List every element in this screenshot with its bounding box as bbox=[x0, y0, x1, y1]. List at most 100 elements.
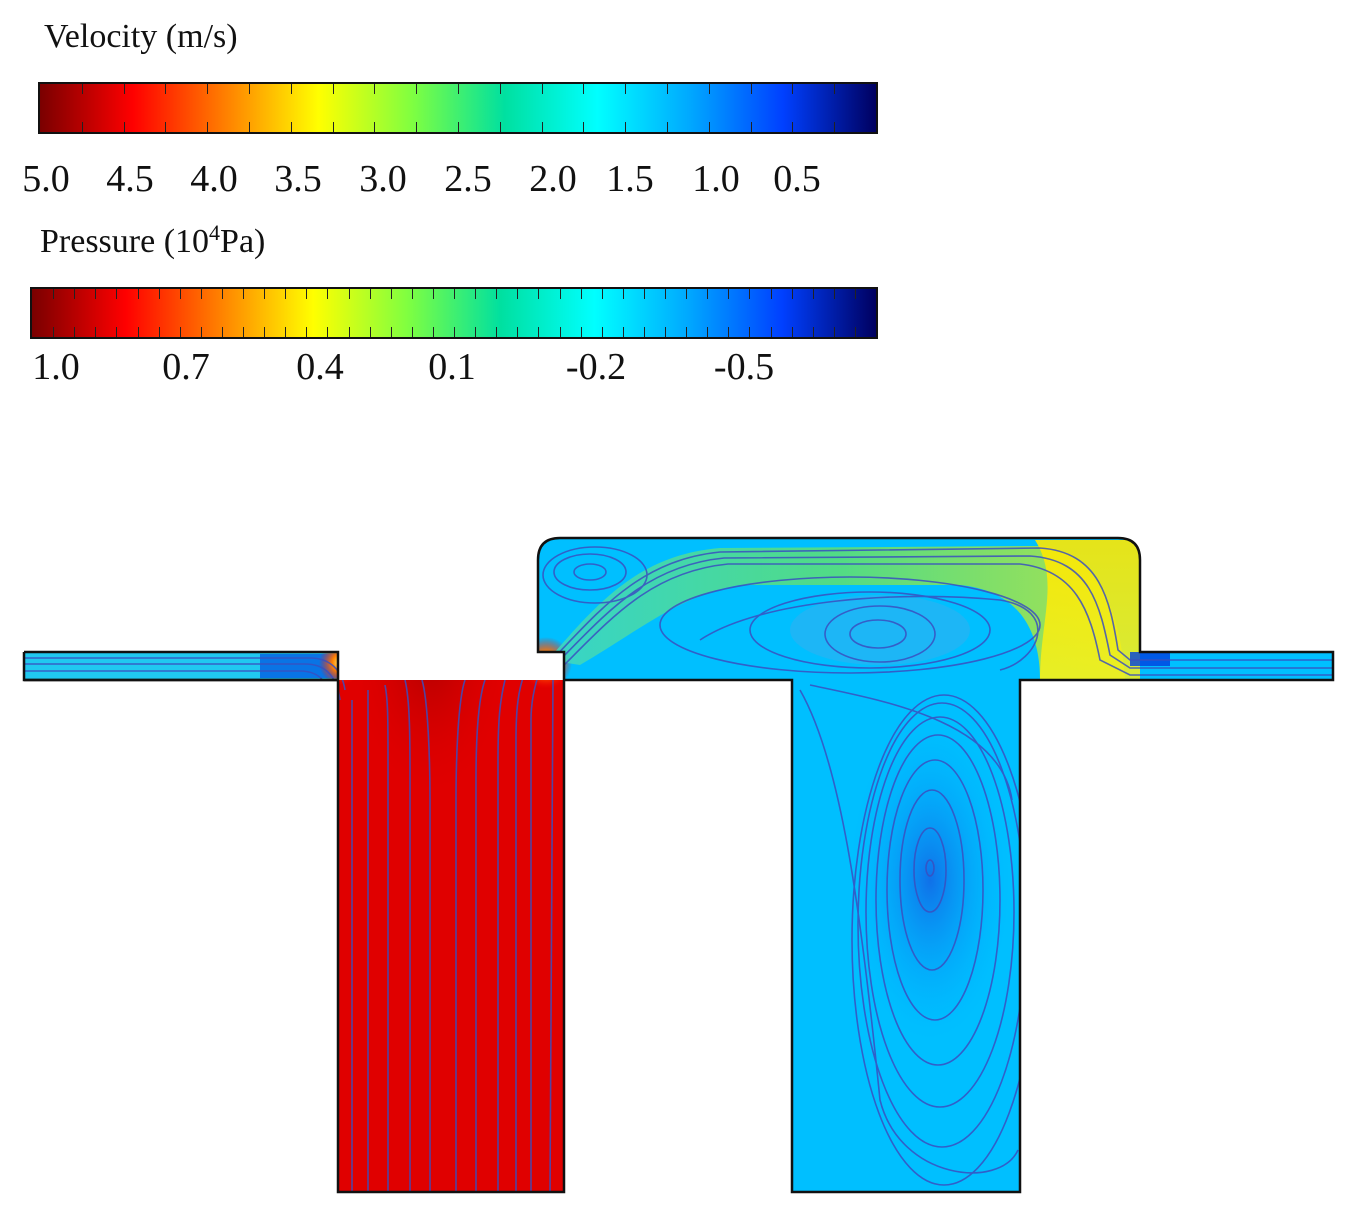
streamline bbox=[549, 547, 1333, 663]
colorbar-tick bbox=[812, 289, 814, 299]
streamline bbox=[554, 563, 1333, 676]
colorbar-tick bbox=[158, 289, 160, 299]
colorbar-tick bbox=[749, 289, 751, 299]
colorbar-tick bbox=[179, 327, 181, 337]
colorbar-tick bbox=[207, 122, 209, 132]
velocity-tick-label: 2.0 bbox=[529, 158, 577, 200]
pressure-tick-label: 0.1 bbox=[428, 346, 476, 388]
colorbar-tick bbox=[249, 122, 250, 132]
colorbar-tick bbox=[833, 289, 835, 299]
colorbar-tick bbox=[559, 327, 561, 337]
pressure-title-main: Pressure (10 bbox=[40, 223, 210, 260]
colorbar-tick bbox=[95, 289, 97, 299]
colorbar-tick bbox=[792, 122, 794, 132]
colorbar-tick bbox=[74, 289, 76, 299]
pressure-tick-label: 0.7 bbox=[162, 346, 210, 388]
outlet-low-spot bbox=[1130, 652, 1170, 666]
colorbar-tick bbox=[499, 122, 501, 132]
colorbar-tick bbox=[454, 327, 455, 337]
colorbar-tick bbox=[306, 289, 308, 299]
colorbar-tick bbox=[667, 122, 668, 132]
colorbar-tick bbox=[165, 84, 167, 94]
colorbar-tick bbox=[728, 289, 730, 299]
colorbar-tick bbox=[416, 84, 418, 94]
streamline bbox=[886, 759, 984, 1021]
velocity-tick-label: 2.5 bbox=[444, 158, 492, 200]
colorbar-tick bbox=[707, 289, 709, 299]
colorbar-tick bbox=[707, 327, 709, 337]
colorbar-tick bbox=[686, 289, 688, 299]
velocity-tick-label: 1.5 bbox=[606, 158, 654, 200]
colorbar-tick bbox=[538, 327, 540, 337]
streamline bbox=[699, 595, 1039, 671]
streamline bbox=[475, 679, 486, 1192]
colorbar-tick bbox=[601, 289, 603, 299]
colorbar-tick bbox=[580, 289, 582, 299]
lower-vortex-shade bbox=[850, 720, 1010, 1040]
colorbar-tick bbox=[95, 327, 97, 337]
colorbar-tick bbox=[458, 122, 459, 132]
colorbar-tick bbox=[285, 289, 287, 299]
colorbar-tick bbox=[854, 327, 856, 337]
velocity-tick-label: 0.5 bbox=[773, 158, 821, 200]
colorbar-tick bbox=[854, 289, 856, 299]
colorbar-tick bbox=[750, 122, 752, 132]
velocity-legend-title: Velocity (m/s) bbox=[44, 18, 238, 55]
colorbar-tick bbox=[374, 84, 376, 94]
streamline bbox=[24, 657, 346, 691]
velocity-tick-label: 4.0 bbox=[190, 158, 238, 200]
streamline bbox=[573, 563, 607, 581]
colorbar-tick bbox=[411, 289, 413, 299]
colorbar-tick bbox=[667, 84, 668, 94]
colorbar-tick bbox=[834, 84, 836, 94]
inlet-outline bbox=[22, 652, 338, 682]
colorbar-tick bbox=[81, 84, 83, 94]
pressure-legend-title: Pressure (104Pa) bbox=[40, 222, 265, 259]
colorbar-tick bbox=[390, 327, 392, 337]
streamline bbox=[875, 734, 1001, 1066]
colorbar-tick bbox=[625, 84, 627, 94]
colorbar-tick bbox=[517, 289, 519, 299]
pressure-tick-label: -0.2 bbox=[565, 346, 627, 388]
colorbar-tick bbox=[643, 289, 645, 299]
colorbar-tick bbox=[290, 84, 292, 94]
streamline bbox=[421, 679, 431, 1192]
colorbar-tick bbox=[541, 122, 543, 132]
jet-region bbox=[548, 546, 1125, 680]
fast-corner-region bbox=[1035, 540, 1140, 680]
colorbar-tick bbox=[264, 289, 266, 299]
colorbar-tick bbox=[541, 84, 543, 94]
colorbar-tick bbox=[475, 327, 477, 337]
colorbar-tick bbox=[327, 327, 329, 337]
colorbar-tick bbox=[332, 122, 334, 132]
colorbar-tick bbox=[770, 327, 772, 337]
colorbar-tick bbox=[306, 327, 308, 337]
streamline bbox=[549, 677, 554, 1192]
colorbar-tick bbox=[432, 289, 434, 299]
colorbar-tick bbox=[369, 289, 371, 299]
colorbar-tick bbox=[458, 84, 459, 94]
streamline bbox=[455, 679, 466, 1192]
colorbar-tick bbox=[221, 327, 223, 337]
colorbar-tick bbox=[834, 122, 836, 132]
velocity-tick-label: 3.5 bbox=[274, 158, 322, 200]
colorbar-tick bbox=[517, 327, 519, 337]
upper-vortex-shade bbox=[790, 595, 970, 665]
pressure-tick-label: 0.4 bbox=[296, 346, 344, 388]
velocity-colorbar bbox=[38, 82, 878, 134]
colorbar-tick bbox=[116, 327, 118, 337]
colorbar-tick bbox=[499, 84, 501, 94]
colorbar-tick bbox=[348, 327, 350, 337]
colorbar-tick bbox=[622, 289, 624, 299]
colorbar-tick bbox=[559, 289, 561, 299]
colorbar-tick bbox=[137, 327, 139, 337]
colorbar-tick bbox=[750, 84, 752, 94]
streamline bbox=[913, 827, 947, 913]
colorbar-tick bbox=[411, 327, 413, 337]
colorbar-tick bbox=[123, 122, 125, 132]
streamline bbox=[404, 679, 411, 1192]
streamline bbox=[497, 679, 506, 1192]
colorbar-tick bbox=[749, 327, 751, 337]
streamline bbox=[551, 555, 1333, 669]
corner-hotspot-left bbox=[319, 641, 363, 685]
